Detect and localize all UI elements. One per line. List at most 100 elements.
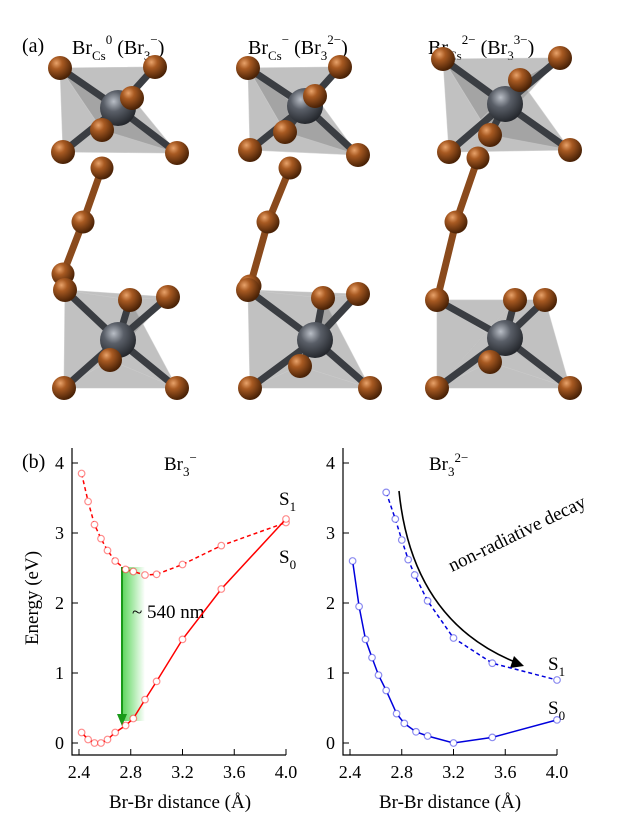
structure-1-bottom-bromine-atom — [52, 376, 76, 400]
right-axes — [342, 448, 557, 756]
structure-3-top-bromine-atom — [437, 140, 461, 164]
structure-1-chain-bromine-atom — [90, 156, 114, 180]
right-series-s0-point — [392, 709, 401, 718]
structure-3-top-bromine-atom — [431, 47, 455, 71]
right-species-label: Br32− — [429, 450, 468, 479]
structure-1-top-bromine-atom — [90, 118, 114, 142]
svg-text:BrCs2− (Br33−): BrCs2− (Br33−) — [428, 32, 534, 63]
structure-title-3: BrCs2− (Br33−) — [428, 32, 534, 63]
structure-title-1: BrCs0 (Br3−) — [72, 32, 164, 63]
left-xtick-label: 2.4 — [68, 762, 91, 782]
left-xtick-label: 3.2 — [171, 762, 194, 782]
crystal-structures — [48, 46, 582, 400]
left-series-s1-point — [178, 560, 187, 569]
right-series-s1-point — [423, 597, 432, 605]
right-s0-label: S0 — [548, 698, 565, 723]
left-series-s0-line — [81, 518, 287, 744]
left-series-s0-point — [77, 728, 86, 737]
left-series-s0-point — [152, 677, 161, 686]
x-axis-label-left: Br-Br distance (Å) — [109, 792, 251, 813]
structure-1-top-bromine-atom — [143, 55, 167, 79]
structure-1-bottom-bromine-atom — [118, 288, 142, 312]
structure-1 — [48, 55, 189, 400]
structure-2-bottom-cesium-atom — [297, 322, 333, 358]
structure-3-top-cesium-atom — [487, 86, 523, 122]
right-ytick-label: 2 — [326, 593, 335, 613]
structure-2-top-bromine-atom — [236, 56, 260, 80]
right-xtick-label: 4.0 — [546, 762, 569, 782]
left-axes — [71, 448, 286, 756]
right-series-s1-point — [397, 536, 406, 544]
right-series-s0-point — [355, 602, 364, 611]
right-series-s0-point — [368, 653, 376, 662]
axis-ticks: 2.4 2.8 3.2 3.6 4.0 0 1 2 3 4 2.4 2.8 3.2 3.6 4.0 0 1 2 3 4 — [55, 453, 568, 782]
right-s1-label: S1 — [548, 654, 565, 679]
right-series-s0-point — [382, 686, 391, 695]
structure-1-top-bromine-atom — [120, 86, 144, 110]
left-series — [77, 469, 290, 747]
right-xtick-label: 2.4 — [339, 762, 362, 782]
left-ytick-label: 4 — [55, 453, 64, 473]
left-s1-label: S1 — [279, 489, 296, 514]
left-series-s0-point — [129, 714, 138, 723]
left-series-s1-point — [77, 469, 86, 478]
emission-band — [122, 567, 145, 721]
left-series-s1-point — [111, 557, 120, 565]
right-series-s0-point — [412, 727, 420, 736]
left-series-s0-point — [84, 735, 92, 744]
svg-text:BrCs− (Br32−): BrCs− (Br32−) — [248, 32, 348, 63]
left-ytick-label: 3 — [55, 523, 64, 543]
structure-3-top-bromine-atom — [508, 68, 532, 92]
structure-1-bottom-bromine-atom — [156, 285, 180, 309]
svg-text:BrCs0 (Br3−): BrCs0 (Br3−) — [72, 32, 164, 63]
right-series-s0-point — [449, 739, 458, 747]
right-series-s0-point — [400, 719, 409, 728]
structure-3-chain-bromine-atom — [466, 146, 490, 170]
structure-3-bottom-bromine-atom — [503, 288, 527, 312]
structure-3-bottom-bromine-atom — [533, 288, 557, 312]
structure-3-bottom-bromine-atom — [425, 376, 449, 400]
structure-3-bottom-bromine-atom — [558, 376, 582, 400]
right-series-s0-point — [488, 733, 497, 742]
structure-2-top-bromine-atom — [303, 84, 327, 108]
nonradiative-decay-label: non-radiative decay — [445, 491, 590, 576]
structure-3-top-bromine-atom — [548, 46, 572, 70]
structure-1-bottom-bromine-atom — [98, 348, 122, 372]
x-axis-label-right: Br-Br distance (Å) — [379, 792, 521, 813]
left-xtick-label: 4.0 — [275, 762, 298, 782]
left-series-s1-point — [90, 520, 99, 529]
right-plot: Br32− S1 S0 non-radiative decay — [342, 448, 590, 756]
structure-3-top-bromine-atom — [478, 123, 502, 147]
left-series-s0-point — [282, 515, 290, 523]
right-series-s0-point — [374, 671, 383, 679]
structure-2-top-bromine-atom — [273, 120, 297, 144]
structure-3-top-bromine-atom — [558, 138, 582, 162]
structure-3-br-br-bond — [433, 218, 460, 304]
left-xtick-label: 3.6 — [223, 762, 246, 782]
right-series-s0-point — [423, 732, 432, 740]
right-series-s0-point — [348, 557, 357, 565]
structure-2-bottom-bromine-atom — [288, 354, 312, 378]
right-xtick-label: 3.6 — [494, 762, 517, 782]
left-s0-label: S0 — [279, 547, 296, 572]
structure-2-chain-bromine-atom — [278, 156, 302, 180]
emission-wavelength-label: ~ 540 nm — [132, 602, 205, 623]
structure-2-top-bromine-atom — [346, 143, 370, 167]
left-species-label: Br3− — [164, 450, 197, 479]
structure-3-bottom-bromine-atom — [478, 350, 502, 374]
y-axis-label: Energy (eV) — [22, 551, 43, 645]
structure-3-bottom-cesium-atom — [487, 320, 523, 356]
structure-2-bottom-bromine-atom — [238, 376, 262, 400]
left-plot: Br3− S1 S0 ~ 540 nm — [71, 448, 296, 756]
left-ytick-label: 2 — [55, 593, 64, 613]
structure-2-top-bromine-atom — [238, 138, 262, 162]
right-xtick-label: 3.2 — [442, 762, 465, 782]
right-series-s0-line — [351, 560, 558, 744]
structure-1-top-bromine-atom — [48, 56, 72, 80]
left-series-s0-point — [103, 735, 112, 744]
structure-3-bottom-bromine-atom — [425, 288, 449, 312]
left-ytick-label: 0 — [55, 733, 64, 753]
structure-2-top-bromine-atom — [328, 55, 352, 79]
panel-b: (b) Energy (eV) Br-Br distance (Å) Br-Br… — [22, 448, 590, 813]
